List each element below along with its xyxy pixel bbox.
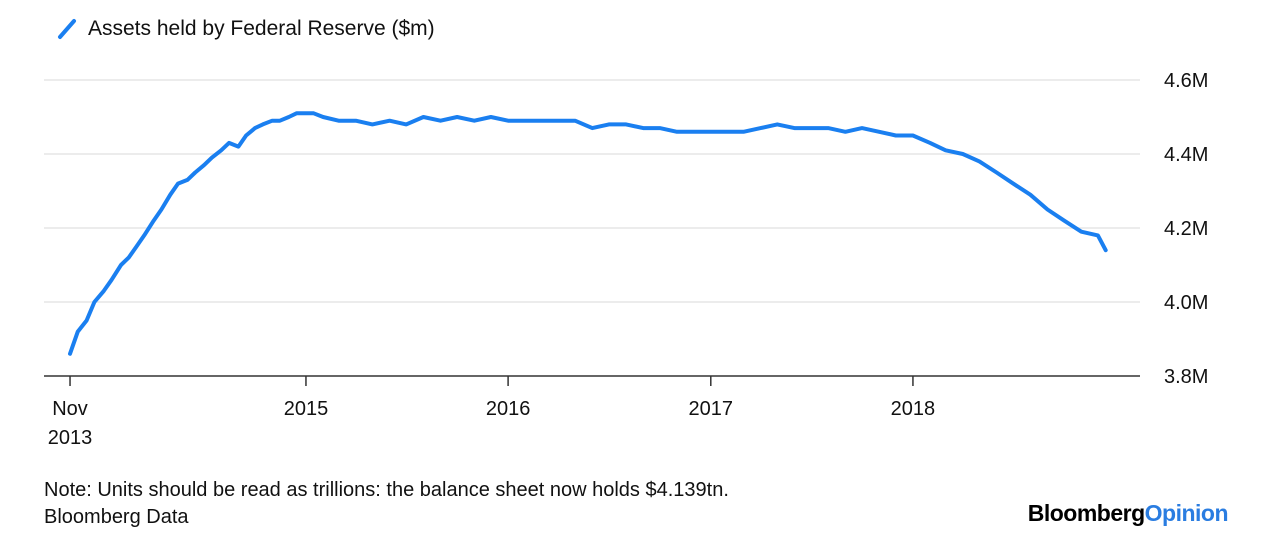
- legend-label: Assets held by Federal Reserve ($m): [88, 17, 435, 40]
- footnote: Note: Units should be read as trillions:…: [44, 477, 729, 531]
- y-tick-label: 4.2M: [1164, 218, 1208, 240]
- x-tick-label: 2013: [48, 427, 93, 449]
- x-tick-label: 2015: [284, 398, 329, 420]
- y-tick-label: 4.6M: [1164, 70, 1208, 92]
- x-tick-label: Nov: [52, 398, 88, 420]
- legend-swatch-icon: [58, 19, 76, 39]
- note-text: Note: Units should be read as trillions:…: [44, 479, 729, 501]
- x-tick-label: 2017: [689, 398, 734, 420]
- y-tick-label: 3.8M: [1164, 366, 1208, 388]
- y-tick-label: 4.0M: [1164, 292, 1208, 314]
- gridlines: [44, 79, 1140, 303]
- brand-logo: BloombergOpinion: [1027, 500, 1229, 527]
- brand-logo-part2: Opinion: [1144, 500, 1229, 526]
- y-tick-label: 4.4M: [1164, 144, 1208, 166]
- x-axis: Nov 2013 2015 2016 2017 2018: [48, 376, 935, 449]
- brand-logo-part1: Bloomberg: [1027, 500, 1145, 526]
- legend: Assets held by Federal Reserve ($m): [58, 17, 435, 40]
- x-tick-label: 2018: [891, 398, 936, 420]
- source-text: Bloomberg Data: [44, 506, 189, 528]
- x-tick-label: 2016: [486, 398, 531, 420]
- y-axis: 3.8M 4.0M 4.2M 4.4M 4.6M: [1164, 70, 1208, 388]
- series-line-assets: [68, 111, 1108, 356]
